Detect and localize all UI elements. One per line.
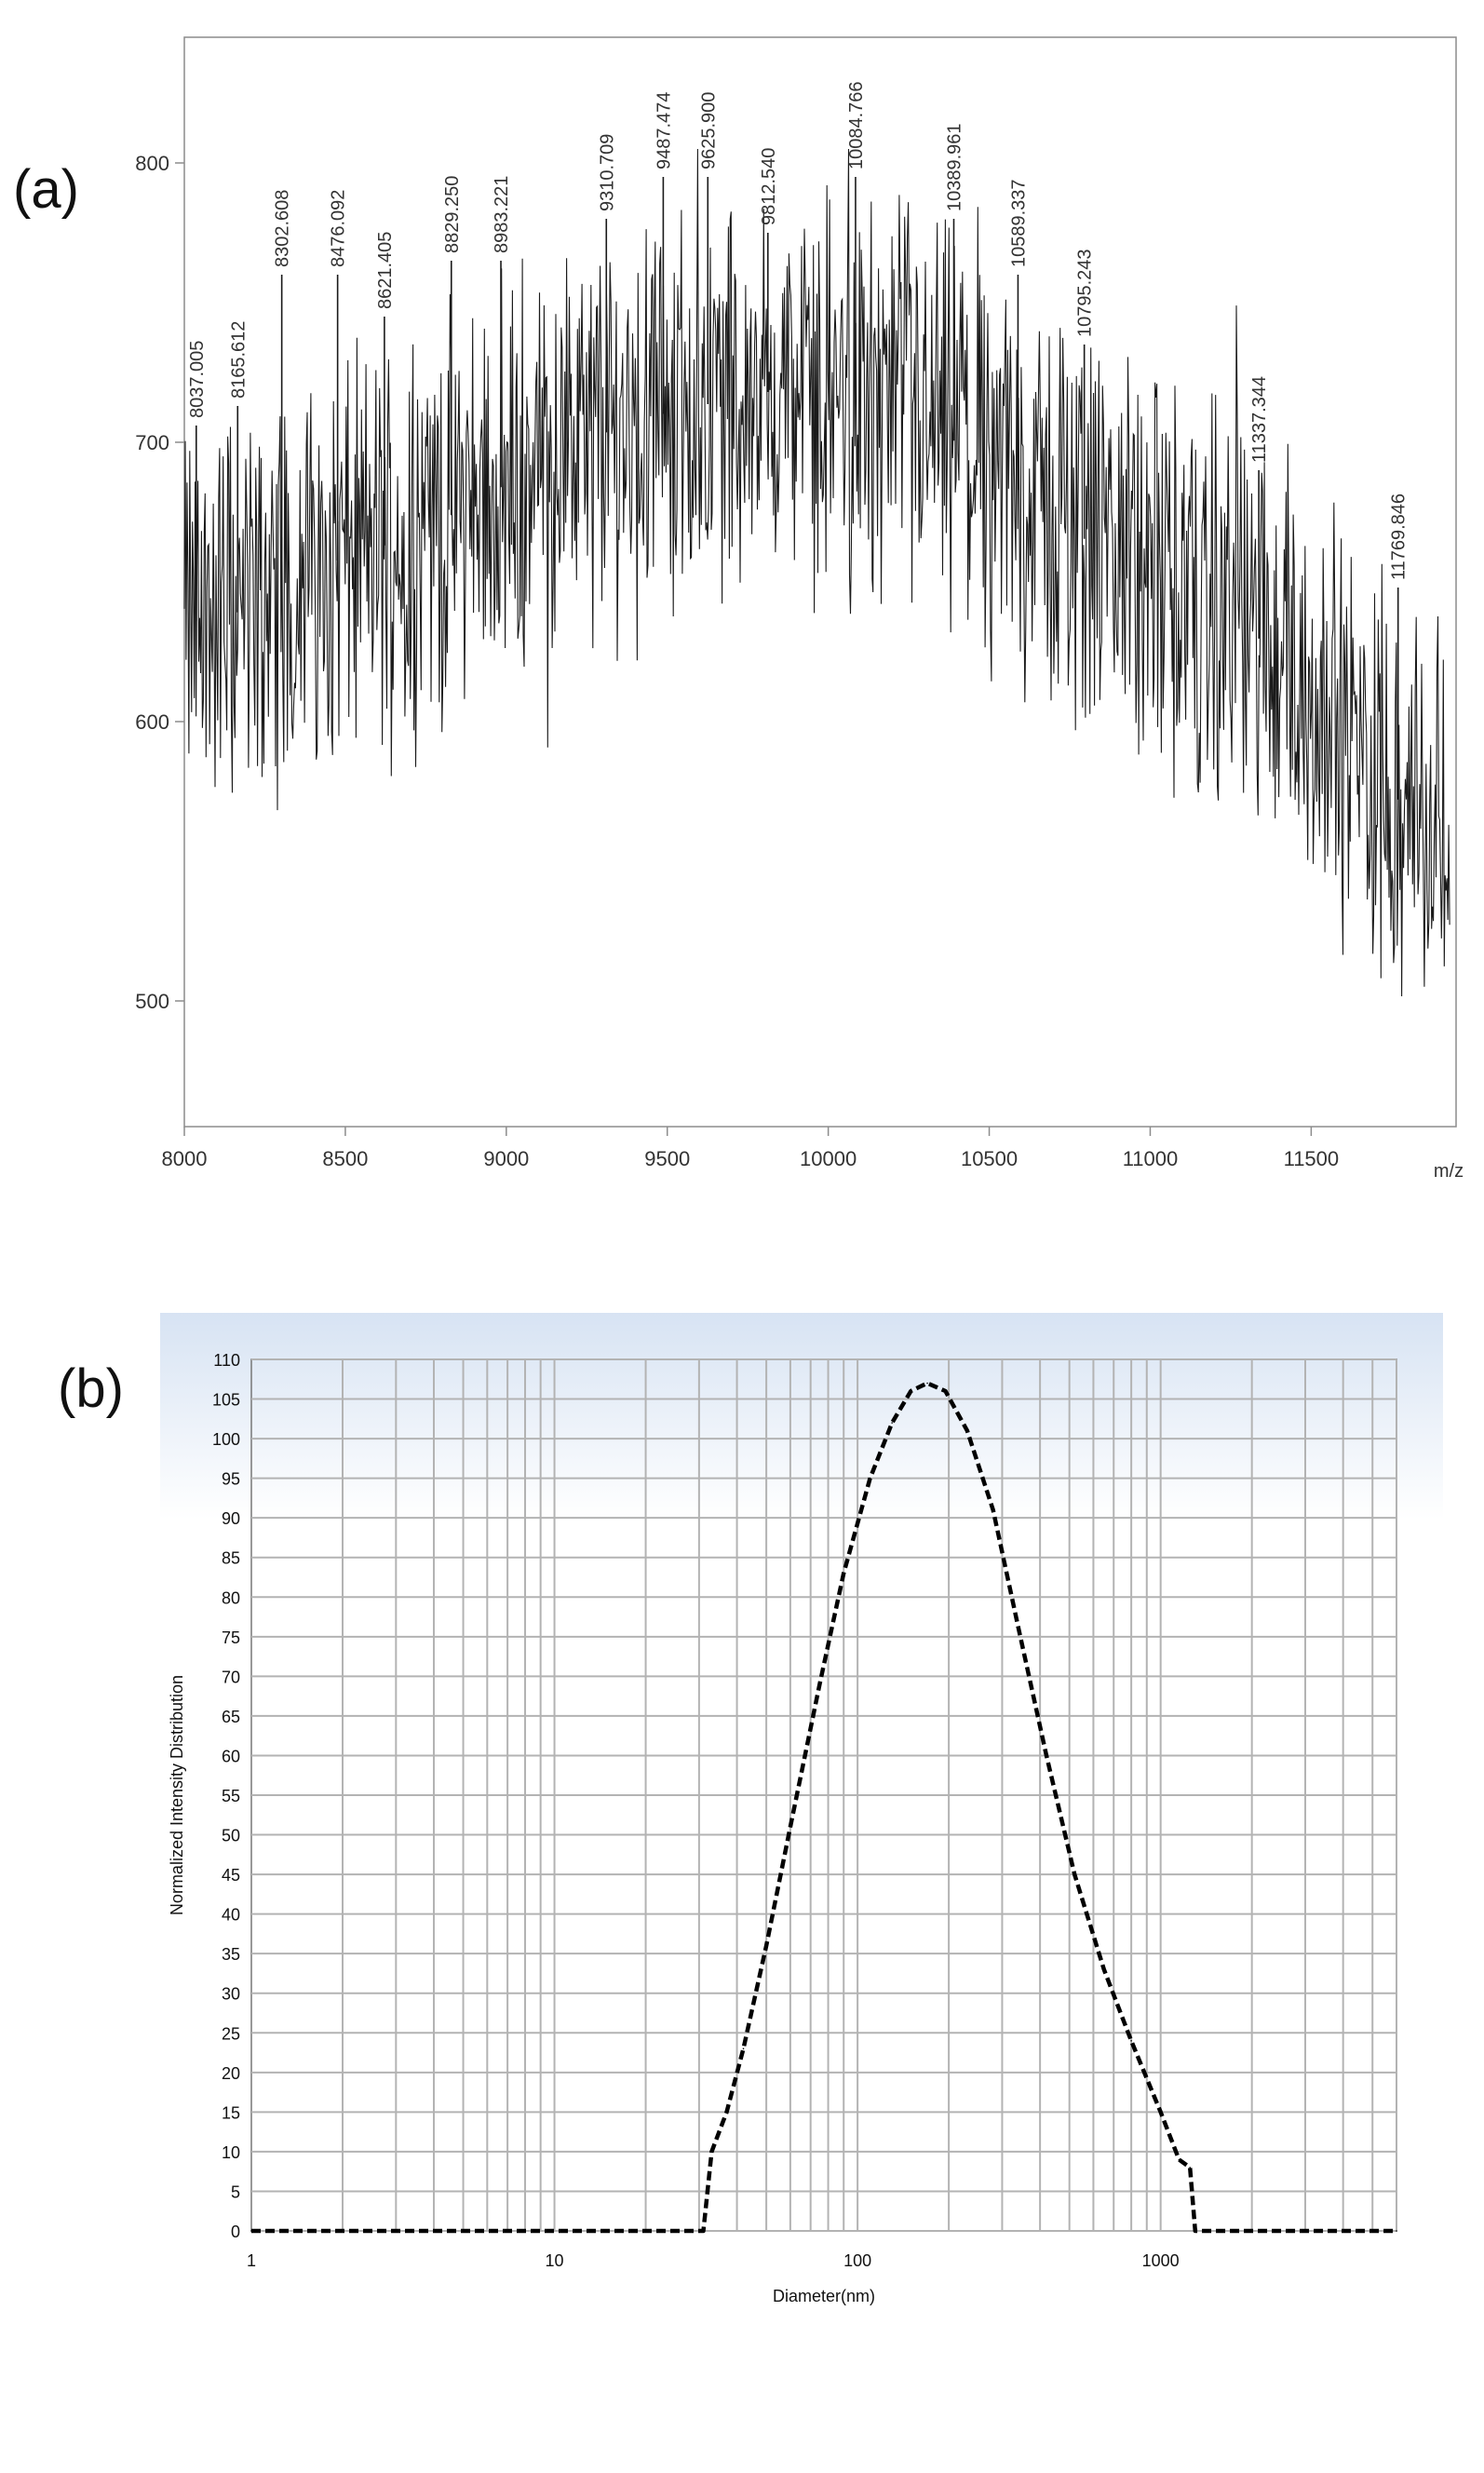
peak-label: 8829.250 xyxy=(442,176,463,253)
curve-point xyxy=(1103,1968,1105,1970)
curve-point xyxy=(966,1429,968,1432)
x-tick-label: 10000 xyxy=(800,1147,857,1170)
size-distribution-chart: 0 5 10 15 20 25 30 35 40 45 50 55 60 65 70 75 80 85 90 95 10… xyxy=(160,1313,1443,2305)
peak-label: 11769.846 xyxy=(1389,493,1410,580)
y-tick-label: 85 xyxy=(222,1549,240,1568)
peak-label: 9625.900 xyxy=(698,92,719,169)
y-tick-label: 35 xyxy=(222,1945,240,1964)
size-distribution-panel: (b) 0 5 10 15 20 25 30 35 40 45 50 55 60 65 70 75 80 85 90… xyxy=(0,1238,1484,2473)
mass-spectrum-panel: (a) 500 600 700 800 8000 8500 9000 9500 10000 105… xyxy=(13,36,1464,1182)
peak-label: 8302.608 xyxy=(273,190,293,267)
y-tick-label: 30 xyxy=(222,1985,240,2004)
x-axis-label: m/z xyxy=(1434,1161,1464,1182)
curve-point xyxy=(891,1422,893,1424)
y-tick-label: 700 xyxy=(135,431,169,454)
x-tick-label: 8500 xyxy=(322,1147,368,1170)
y-tick-label: 800 xyxy=(135,152,169,175)
y-tick-label: 45 xyxy=(222,1866,240,1885)
curve-point xyxy=(742,2047,745,2050)
header-band xyxy=(160,1313,1443,1520)
x-tick-label: 100 xyxy=(843,2251,871,2270)
panel-label-a: (a) xyxy=(13,159,79,220)
x-tick-label: 10 xyxy=(546,2251,564,2270)
y-tick-label: 25 xyxy=(222,2024,240,2043)
y-tick-label: 500 xyxy=(135,990,169,1013)
peak-label: 9812.540 xyxy=(759,148,779,225)
curve-point xyxy=(1194,2230,1196,2232)
peak-label: 8165.612 xyxy=(228,321,249,399)
x-tick-label: 1000 xyxy=(1142,2251,1180,2270)
y-tick-label: 100 xyxy=(212,1430,240,1449)
curve-point xyxy=(1178,2158,1180,2161)
peak-label: 9310.709 xyxy=(597,134,617,211)
distribution-curve xyxy=(251,1381,1396,2234)
curve-point xyxy=(944,1390,947,1392)
curve-point xyxy=(1018,1628,1019,1630)
y-tick-label: 65 xyxy=(222,1708,240,1726)
y-tick-label: 55 xyxy=(222,1787,240,1805)
y-tick-label: 110 xyxy=(213,1351,240,1370)
x-tick-label: 9500 xyxy=(644,1147,690,1170)
peak-label: 11337.344 xyxy=(1249,376,1270,463)
curve-point xyxy=(250,2230,252,2232)
curve-point xyxy=(710,2151,713,2153)
y-tick-label: 60 xyxy=(222,1747,240,1765)
curve-point xyxy=(725,2111,728,2114)
curve-point xyxy=(789,1826,791,1828)
y-tick-label: 40 xyxy=(222,1906,240,1925)
curve-point xyxy=(910,1390,912,1392)
curve-point xyxy=(843,1572,844,1574)
y-tick-label: 90 xyxy=(222,1509,240,1528)
curve-point xyxy=(765,1944,767,1947)
spectrum-trace xyxy=(183,148,1450,997)
y-tick-label: 5 xyxy=(231,2182,240,2201)
peak-label: 9487.474 xyxy=(654,92,674,169)
y-tick-label: 80 xyxy=(222,1588,240,1607)
peak-label: 8476.092 xyxy=(329,190,349,267)
curve-point xyxy=(869,1477,871,1480)
curve-point xyxy=(992,1508,994,1511)
y-tick-label: 70 xyxy=(222,1668,240,1686)
y-tick-label: 95 xyxy=(222,1470,240,1489)
curve-point xyxy=(926,1382,928,1385)
y-tick-label: 10 xyxy=(222,2143,240,2162)
peak-label: 8983.221 xyxy=(492,176,512,253)
peak-label: 10084.766 xyxy=(846,81,867,169)
curve-point xyxy=(1396,2230,1397,2232)
y-tick-label: 15 xyxy=(222,2103,240,2122)
x-axis-label: Diameter(nm) xyxy=(773,2287,875,2305)
y-tick-label: 75 xyxy=(222,1628,240,1647)
curve-point xyxy=(1073,1873,1075,1875)
curve-point xyxy=(702,2230,705,2232)
x-tick-label: 10500 xyxy=(961,1147,1018,1170)
y-tick-label: 105 xyxy=(212,1391,240,1410)
y-tick-label: 0 xyxy=(231,2223,240,2241)
x-tick-label: 8000 xyxy=(162,1147,208,1170)
curve-point xyxy=(818,1683,821,1685)
panel-label-b: (b) xyxy=(58,1358,124,1419)
y-axis-label: Normalized Intensity Distribution xyxy=(168,1675,186,1915)
x-tick-label: 9000 xyxy=(483,1147,529,1170)
peak-label: 10389.961 xyxy=(945,123,965,211)
y-tick-label: 50 xyxy=(222,1827,240,1845)
curve-point xyxy=(1189,2167,1191,2169)
peak-label: 10795.243 xyxy=(1075,249,1096,337)
peak-label: 8037.005 xyxy=(187,341,208,418)
x-tick-label: 11500 xyxy=(1284,1147,1340,1170)
y-tick-label: 600 xyxy=(135,710,169,734)
peak-label: 10589.337 xyxy=(1008,179,1029,267)
peak-label: 8621.405 xyxy=(375,232,396,309)
x-tick-label: 1 xyxy=(247,2251,256,2270)
curve-point xyxy=(1130,2040,1132,2042)
x-tick-label: 11000 xyxy=(1123,1147,1179,1170)
y-tick-label: 20 xyxy=(222,2064,240,2083)
curve-point xyxy=(1159,2111,1162,2114)
curve-point xyxy=(1046,1754,1047,1757)
mass-spectrum-chart: 500 600 700 800 8000 8500 9000 9500 10000 10500 11… xyxy=(135,36,1464,1182)
